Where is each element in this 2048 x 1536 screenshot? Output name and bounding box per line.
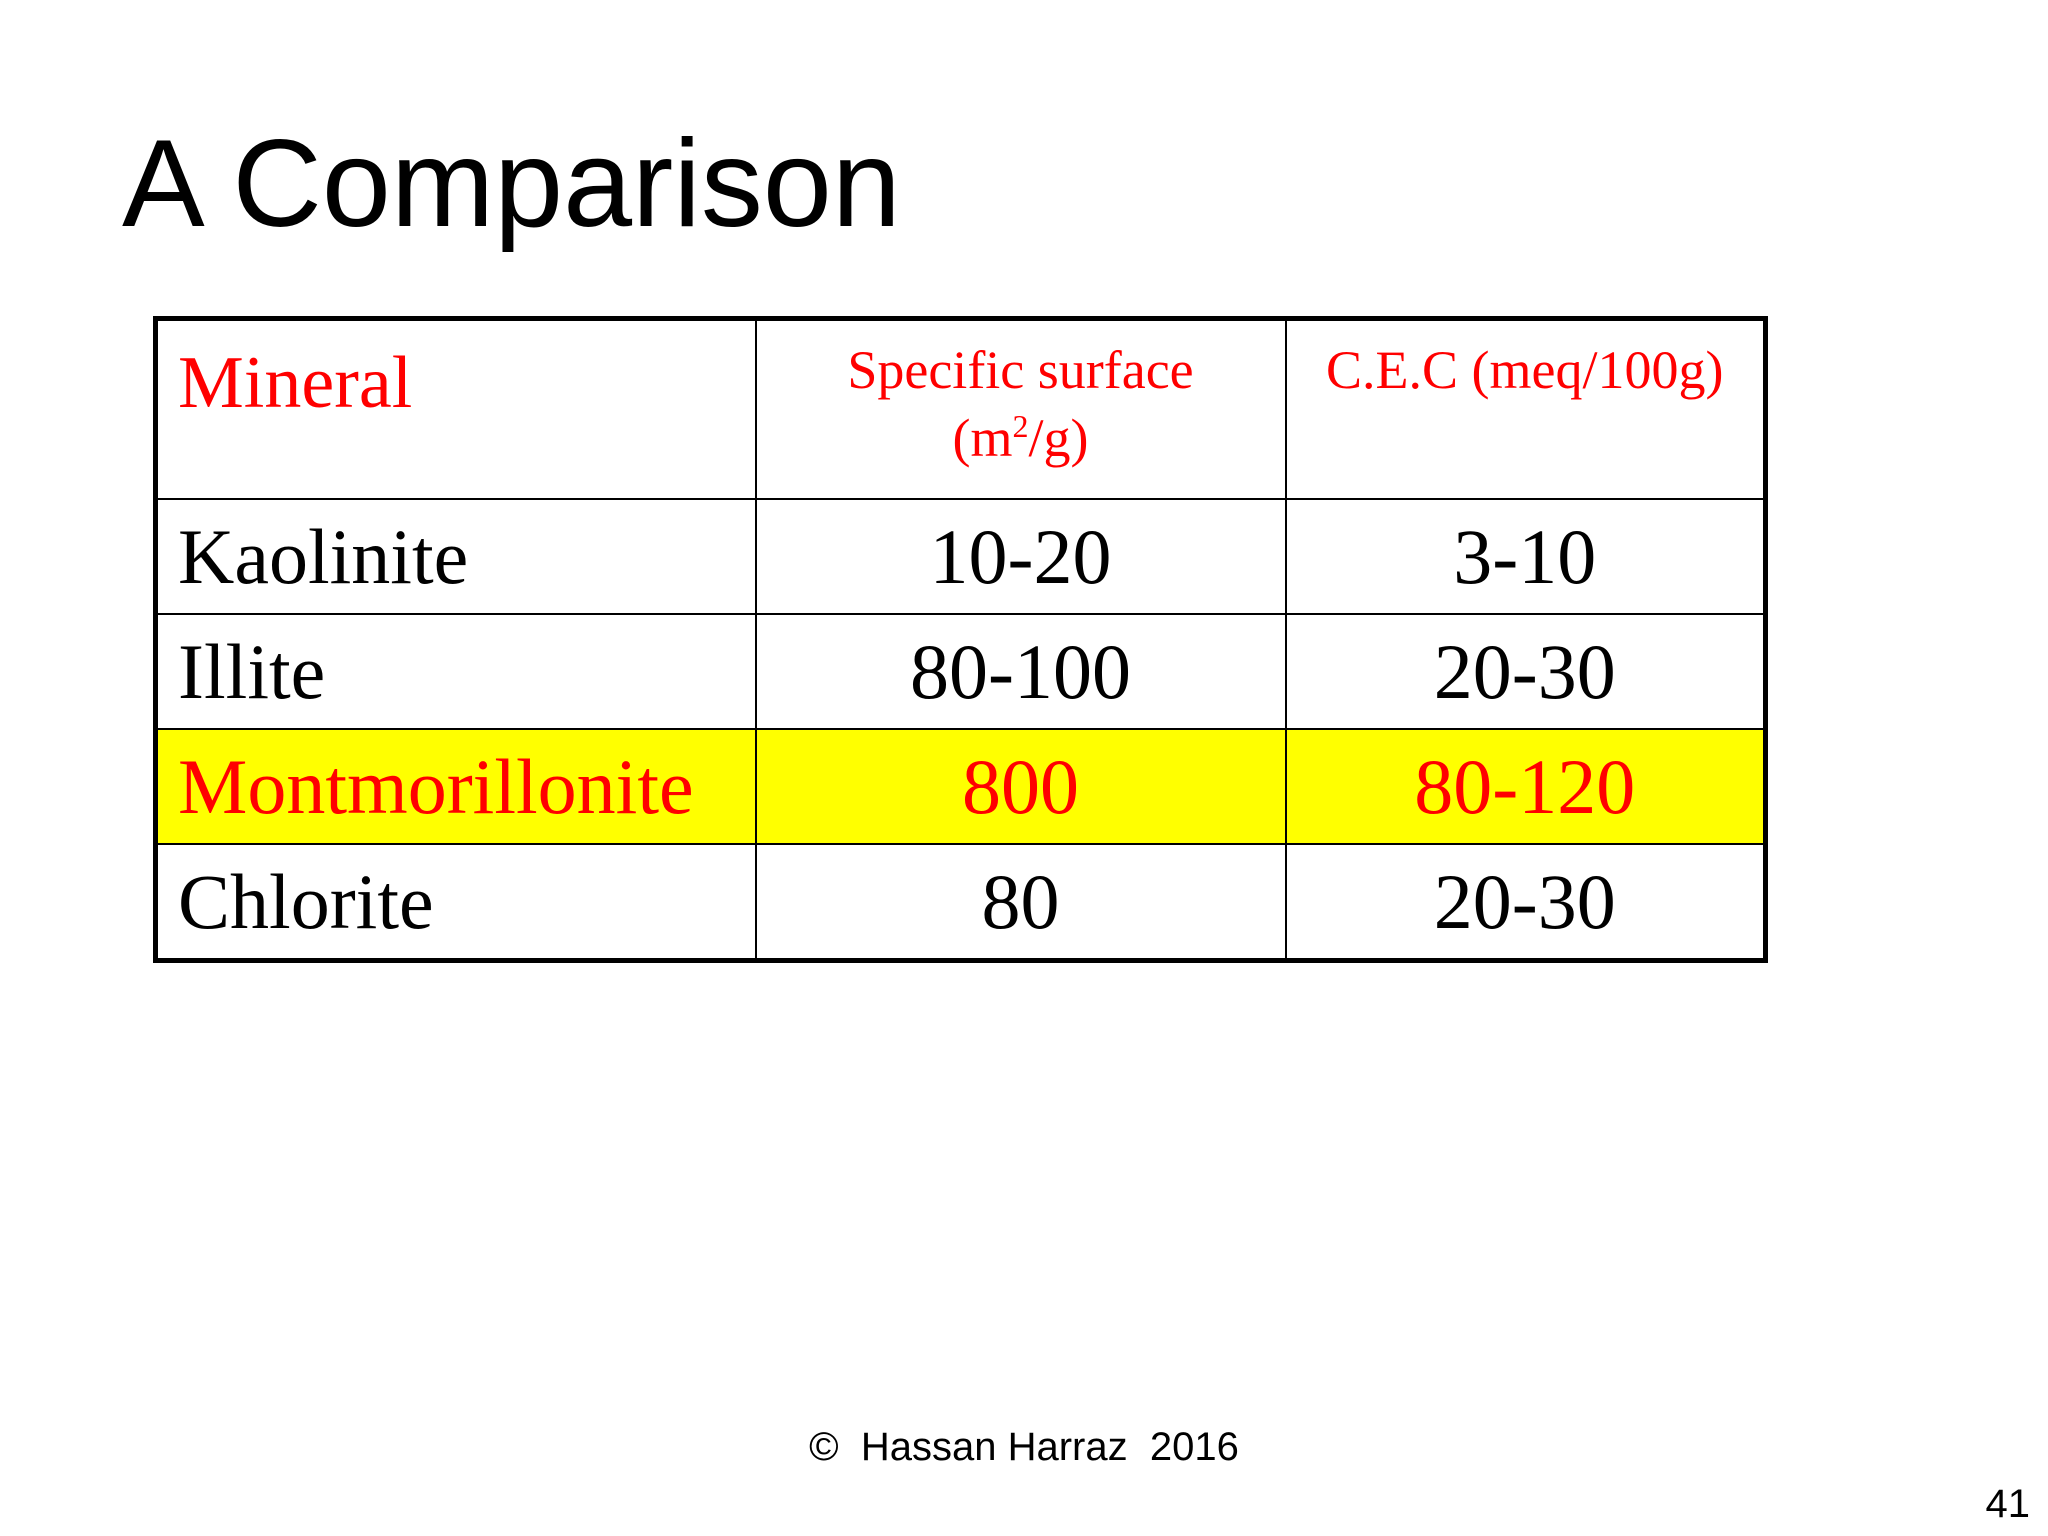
- unit-open: (m: [952, 407, 1013, 468]
- slide-title: A Comparison: [122, 115, 901, 253]
- comparison-table: Mineral Specific surface (m2/g) C.E.C (m…: [153, 316, 1768, 963]
- cec-cell: 80-120: [1284, 728, 1767, 845]
- header-mineral: Mineral: [154, 317, 757, 500]
- table-row-illite: Illite 80-100 20-30: [154, 613, 1767, 730]
- cec-cell: 3-10: [1284, 498, 1767, 615]
- table-row-montmorillonite: Montmorillonite 800 80-120: [154, 728, 1767, 845]
- header-specific-surface: Specific surface (m2/g): [754, 317, 1287, 500]
- table-header-row: Mineral Specific surface (m2/g) C.E.C (m…: [154, 317, 1767, 500]
- surface-cell: 80-100: [754, 613, 1287, 730]
- cec-cell: 20-30: [1284, 843, 1767, 962]
- surface-cell: 800: [754, 728, 1287, 845]
- unit-close: /g): [1028, 407, 1089, 468]
- surface-cell: 10-20: [754, 498, 1287, 615]
- cec-cell: 20-30: [1284, 613, 1767, 730]
- table-row-kaolinite: Kaolinite 10-20 3-10: [154, 498, 1767, 615]
- header-specific-surface-label: Specific surface: [847, 340, 1194, 400]
- header-specific-surface-unit: (m2/g): [953, 408, 1089, 468]
- mineral-cell: Chlorite: [154, 843, 757, 962]
- unit-superscript: 2: [1012, 407, 1029, 444]
- table-row-chlorite: Chlorite 80 20-30: [154, 843, 1767, 962]
- mineral-cell: Kaolinite: [154, 498, 757, 615]
- header-cec: C.E.C (meq/100g): [1284, 317, 1767, 500]
- mineral-cell: Illite: [154, 613, 757, 730]
- mineral-cell: Montmorillonite: [154, 728, 757, 845]
- copyright-footer: © Hassan Harraz 2016: [809, 1425, 1239, 1469]
- surface-cell: 80: [754, 843, 1287, 962]
- page-number: 41: [1985, 1482, 2031, 1526]
